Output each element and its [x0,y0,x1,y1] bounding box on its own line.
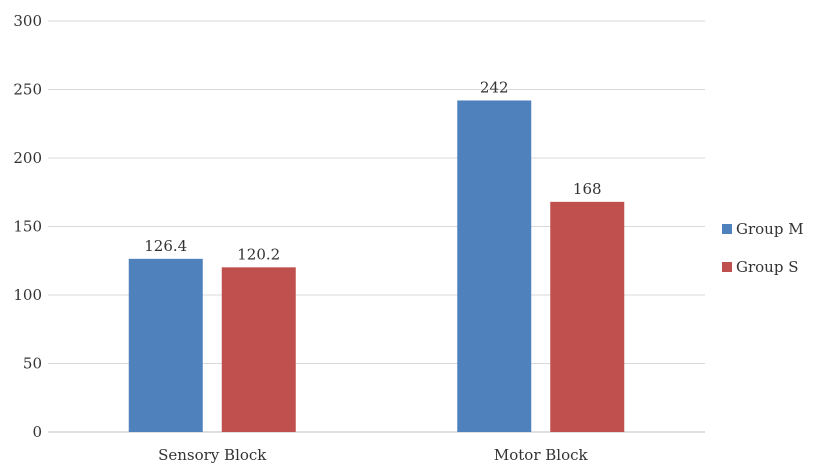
bar-group-s-motor-block [550,201,625,432]
legend-label: Group S [736,258,799,276]
bar-group-s-sensory-block [221,267,296,432]
x-axis-category-labels: Sensory Block Motor Block [158,446,588,464]
y-tick-label: 150 [13,218,42,236]
data-labels: 126.4 120.2 242 168 [144,78,601,263]
legend-swatch [722,224,732,234]
category-label: Motor Block [494,446,589,464]
data-label: 168 [573,180,602,198]
y-tick-label: 0 [32,423,42,441]
bar-group-m-sensory-block [128,258,203,432]
y-tick-label: 200 [13,149,42,167]
y-tick-label: 100 [13,286,42,304]
y-tick-label: 300 [13,12,42,30]
category-label: Sensory Block [158,446,267,464]
bars [128,100,625,433]
data-label: 120.2 [237,245,280,263]
y-axis-tick-labels: 0 50 100 150 200 250 300 [13,12,42,441]
y-tick-label: 50 [23,355,42,373]
bar-group-m-motor-block [457,100,532,433]
legend-swatch [722,262,732,272]
legend-label: Group M [736,220,804,238]
legend: Group M Group S [722,220,804,276]
data-label: 126.4 [144,237,187,255]
y-tick-label: 250 [13,81,42,99]
data-label: 242 [480,78,509,96]
